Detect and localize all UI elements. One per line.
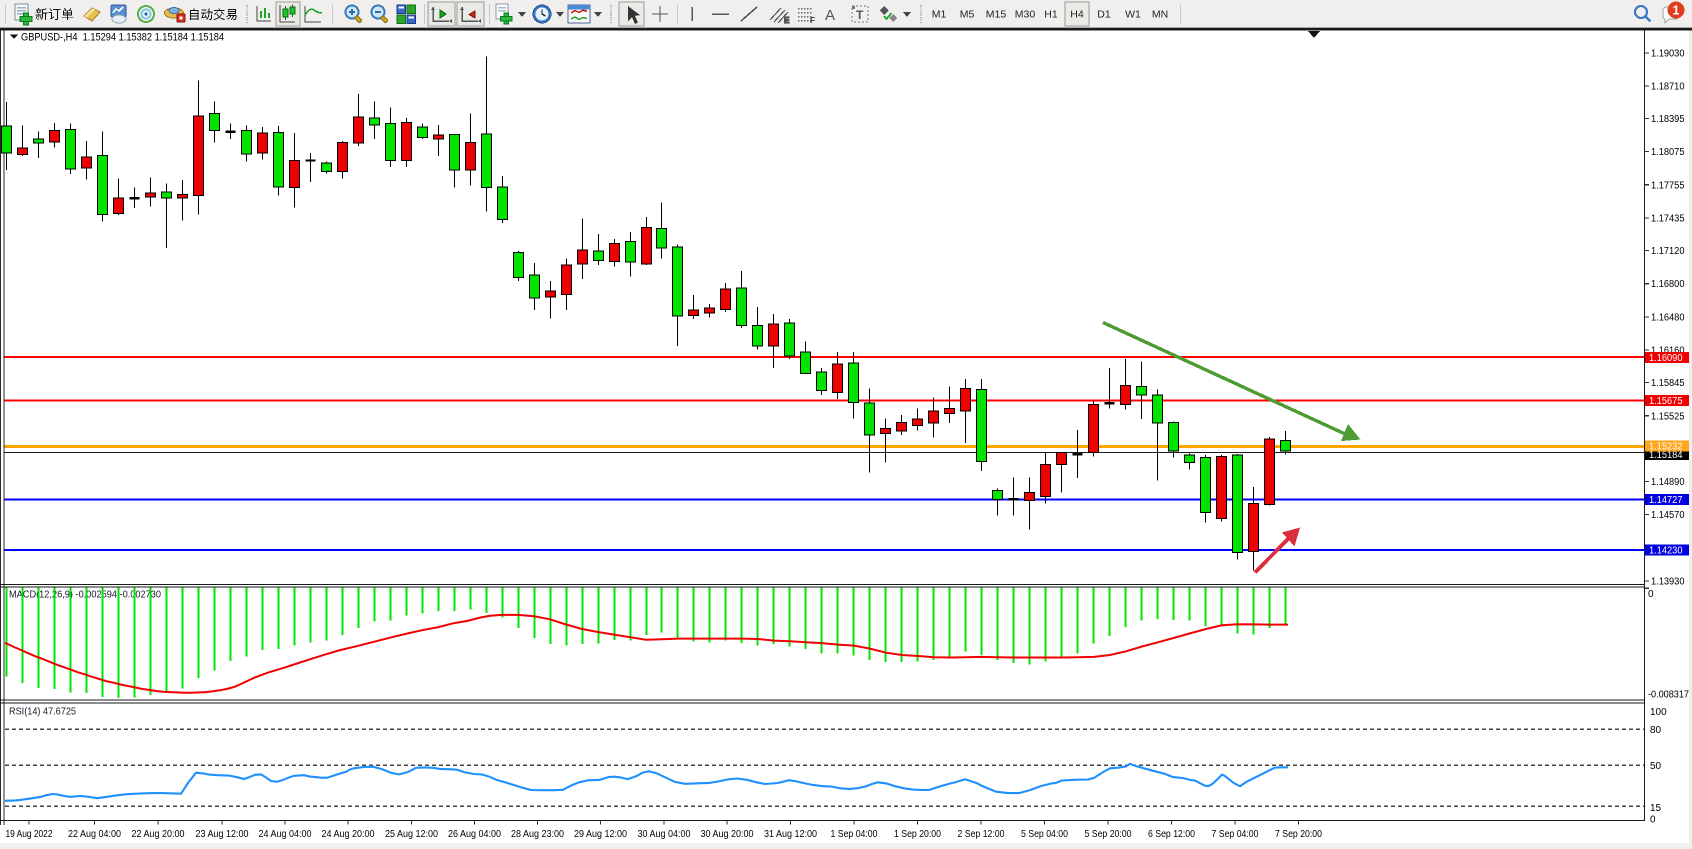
svg-text:1.17120: 1.17120 bbox=[1651, 246, 1685, 257]
svg-text:1.14727: 1.14727 bbox=[1649, 495, 1683, 506]
svg-text:W1: W1 bbox=[1125, 9, 1141, 21]
svg-text:1.16800: 1.16800 bbox=[1651, 279, 1685, 290]
svg-text:M1: M1 bbox=[932, 9, 947, 21]
svg-text:25 Aug 12:00: 25 Aug 12:00 bbox=[385, 828, 438, 840]
svg-text:1.15232: 1.15232 bbox=[1649, 442, 1683, 453]
svg-text:H1: H1 bbox=[1044, 9, 1058, 21]
svg-text:T: T bbox=[856, 8, 864, 22]
svg-text:F: F bbox=[810, 16, 815, 25]
svg-text:1.14570: 1.14570 bbox=[1651, 510, 1685, 521]
svg-text:23 Aug 12:00: 23 Aug 12:00 bbox=[196, 828, 249, 840]
svg-text:2 Sep 12:00: 2 Sep 12:00 bbox=[958, 828, 1005, 840]
svg-text:0: 0 bbox=[1648, 589, 1654, 600]
svg-text:D1: D1 bbox=[1097, 9, 1111, 21]
svg-text:MACD(12,26,9) -0.002594 -0.002: MACD(12,26,9) -0.002594 -0.002730 bbox=[9, 589, 161, 601]
svg-text:1.15184: 1.15184 bbox=[1649, 450, 1683, 461]
svg-text:5 Sep 04:00: 5 Sep 04:00 bbox=[1021, 828, 1068, 840]
svg-text:1.17755: 1.17755 bbox=[1651, 180, 1685, 191]
svg-text:M15: M15 bbox=[986, 9, 1007, 21]
svg-text:28 Aug 23:00: 28 Aug 23:00 bbox=[511, 828, 564, 840]
svg-text:1.16090: 1.16090 bbox=[1649, 353, 1683, 364]
svg-text:MN: MN bbox=[1152, 9, 1168, 21]
svg-text:7 Sep 04:00: 7 Sep 04:00 bbox=[1212, 828, 1259, 840]
svg-text:1.14230: 1.14230 bbox=[1649, 545, 1683, 556]
svg-text:1.19030: 1.19030 bbox=[1651, 49, 1685, 60]
svg-text:1.15675: 1.15675 bbox=[1649, 396, 1683, 407]
svg-text:26 Aug 04:00: 26 Aug 04:00 bbox=[448, 828, 501, 840]
svg-text:100: 100 bbox=[1650, 707, 1667, 718]
svg-text:24 Aug 20:00: 24 Aug 20:00 bbox=[322, 828, 375, 840]
svg-text:30 Aug 04:00: 30 Aug 04:00 bbox=[638, 828, 691, 840]
svg-text:22 Aug 20:00: 22 Aug 20:00 bbox=[132, 828, 185, 840]
svg-text:GBPUSD-,H4 1.15294 1.15382 1.: GBPUSD-,H4 1.15294 1.15382 1.15184 1.151… bbox=[21, 32, 224, 44]
svg-text:M5: M5 bbox=[960, 9, 975, 21]
svg-text:1.17435: 1.17435 bbox=[1651, 214, 1685, 225]
svg-text:15: 15 bbox=[1650, 803, 1662, 814]
svg-text:1 Sep 04:00: 1 Sep 04:00 bbox=[831, 828, 878, 840]
svg-text:1.18075: 1.18075 bbox=[1651, 147, 1685, 158]
svg-text:5 Sep 20:00: 5 Sep 20:00 bbox=[1085, 828, 1132, 840]
svg-text:1 Sep 20:00: 1 Sep 20:00 bbox=[894, 828, 941, 840]
svg-text:A: A bbox=[825, 7, 835, 24]
svg-text:1.16160: 1.16160 bbox=[1651, 346, 1685, 357]
svg-text:7 Sep 20:00: 7 Sep 20:00 bbox=[1275, 828, 1322, 840]
svg-text:1.18710: 1.18710 bbox=[1651, 82, 1685, 93]
svg-text:24 Aug 04:00: 24 Aug 04:00 bbox=[259, 828, 312, 840]
svg-text:M30: M30 bbox=[1015, 9, 1036, 21]
svg-text:1.15525: 1.15525 bbox=[1651, 411, 1685, 422]
svg-text:29 Aug 12:00: 29 Aug 12:00 bbox=[574, 828, 627, 840]
svg-text:19 Aug 2022: 19 Aug 2022 bbox=[6, 828, 53, 840]
svg-text:RSI(14) 47.6725: RSI(14) 47.6725 bbox=[9, 706, 76, 718]
svg-text:80: 80 bbox=[1650, 725, 1662, 736]
svg-text:1: 1 bbox=[1673, 4, 1680, 18]
svg-text:1.18395: 1.18395 bbox=[1651, 114, 1685, 125]
svg-text:6 Sep 12:00: 6 Sep 12:00 bbox=[1148, 828, 1195, 840]
svg-text:30 Aug 20:00: 30 Aug 20:00 bbox=[701, 828, 754, 840]
svg-text:E: E bbox=[784, 16, 790, 25]
svg-text:1.16480: 1.16480 bbox=[1651, 312, 1685, 323]
svg-text:1.13930: 1.13930 bbox=[1651, 577, 1685, 588]
svg-text:-0.008317: -0.008317 bbox=[1648, 690, 1689, 701]
svg-text:H4: H4 bbox=[1070, 9, 1084, 21]
svg-text:31 Aug 12:00: 31 Aug 12:00 bbox=[764, 828, 817, 840]
svg-text:50: 50 bbox=[1650, 761, 1662, 772]
svg-text:0: 0 bbox=[1650, 814, 1656, 825]
svg-text:22 Aug 04:00: 22 Aug 04:00 bbox=[68, 828, 121, 840]
svg-text:1.14890: 1.14890 bbox=[1651, 477, 1685, 488]
svg-text:1.15845: 1.15845 bbox=[1651, 378, 1685, 389]
